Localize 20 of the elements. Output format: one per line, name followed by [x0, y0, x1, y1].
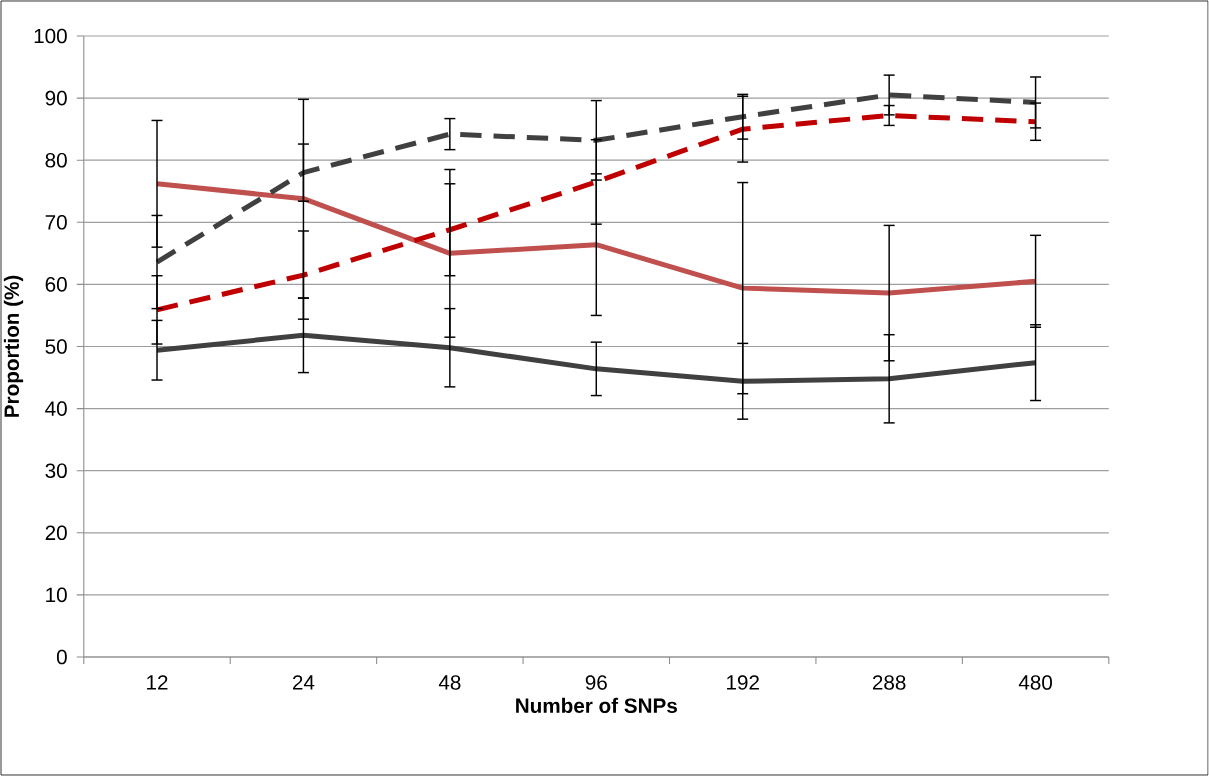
y-tick-label: 60	[45, 277, 67, 292]
x-tick-label: 192	[727, 675, 759, 690]
x-tick-label: 48	[438, 675, 461, 690]
y-tick-label: 30	[45, 463, 67, 479]
y-tick-label: 50	[45, 339, 67, 354]
x-tick-label: 96	[585, 675, 607, 690]
y-axis-title: Proportion (%)	[3, 275, 24, 417]
y-tick-label: 0	[56, 649, 67, 665]
y-tick-label: 40	[45, 401, 67, 416]
y-tick-label: 90	[45, 90, 67, 106]
x-tick-label: 12	[147, 675, 168, 690]
x-tick-label: 480	[1018, 675, 1052, 690]
y-tick-label: 100	[34, 28, 67, 44]
x-tick-label: 288	[872, 675, 906, 690]
y-tick-label: 80	[45, 152, 67, 168]
y-tick-label: 20	[45, 525, 67, 541]
y-tick-label: 70	[45, 214, 67, 230]
x-tick-label: 24	[292, 675, 315, 690]
y-tick-label: 10	[46, 587, 67, 603]
x-axis-title: Number of SNPs	[516, 697, 677, 714]
